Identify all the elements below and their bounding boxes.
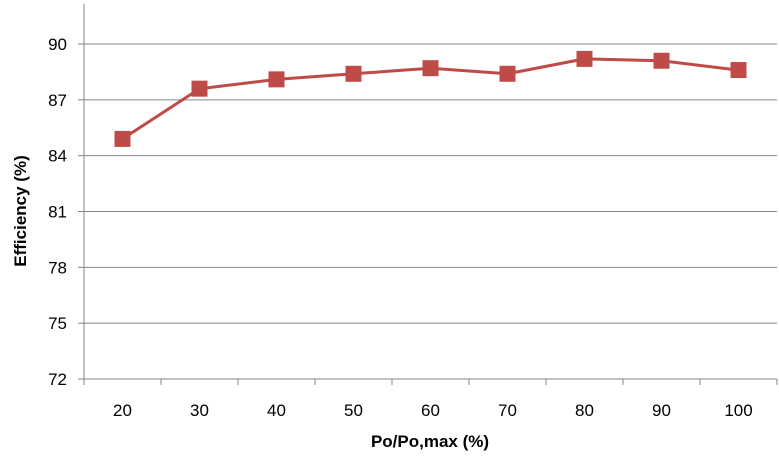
y-tick-label: 81 bbox=[48, 203, 67, 222]
y-axis-title: Efficiency (%) bbox=[11, 155, 30, 266]
x-tick-label: 80 bbox=[575, 401, 594, 420]
y-gridlines bbox=[84, 43, 777, 324]
data-point-marker bbox=[114, 130, 131, 147]
y-tick-label: 84 bbox=[48, 147, 67, 166]
y-tick-label: 72 bbox=[48, 370, 67, 389]
data-point-marker bbox=[499, 65, 516, 82]
x-tick-label: 100 bbox=[724, 401, 752, 420]
data-point-marker bbox=[422, 60, 439, 77]
x-tick-label: 60 bbox=[421, 401, 440, 420]
series-group bbox=[114, 50, 747, 147]
data-point-marker bbox=[730, 62, 747, 79]
data-point-marker bbox=[653, 52, 670, 69]
axes bbox=[78, 4, 778, 385]
x-axis-title: Po/Po,max (%) bbox=[371, 432, 489, 451]
x-tick-label: 90 bbox=[652, 401, 671, 420]
x-tick-labels: 20 30 40 50 60 70 80 90 100 bbox=[113, 401, 753, 420]
x-tick-label: 70 bbox=[498, 401, 517, 420]
data-point-marker bbox=[268, 71, 285, 88]
x-tick-label: 20 bbox=[113, 401, 132, 420]
x-tick-label: 30 bbox=[190, 401, 209, 420]
data-point-marker bbox=[576, 50, 593, 67]
y-tick-label: 87 bbox=[48, 91, 67, 110]
y-tick-labels: 72 75 78 81 84 87 90 bbox=[48, 35, 67, 389]
data-point-marker bbox=[191, 80, 208, 97]
x-tick-label: 50 bbox=[344, 401, 363, 420]
y-tick-label: 78 bbox=[48, 258, 67, 277]
x-tick-label: 40 bbox=[267, 401, 286, 420]
y-tick-label: 90 bbox=[48, 35, 67, 54]
y-tick-label: 75 bbox=[48, 314, 67, 333]
data-point-marker bbox=[345, 65, 362, 82]
